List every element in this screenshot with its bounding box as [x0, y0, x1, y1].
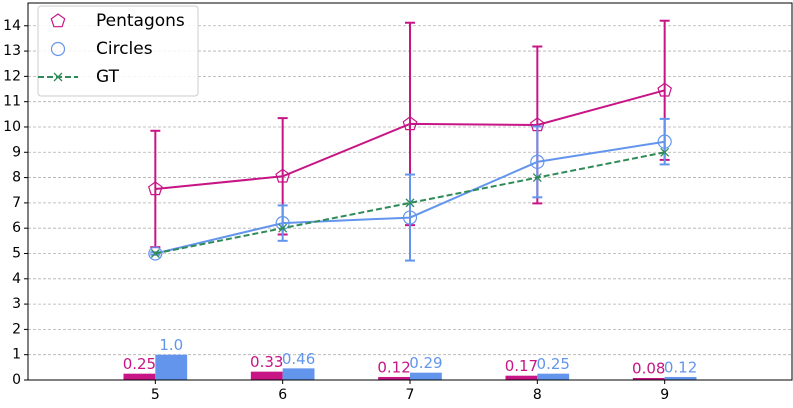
legend: Pentagons Circles GT: [37, 5, 199, 97]
bar-value-label: 0.29: [409, 354, 442, 372]
point: [150, 249, 160, 258]
bar-value-label: 0.12: [664, 358, 697, 376]
y-tick-label: 5: [12, 245, 21, 261]
y-tick-label: 14: [3, 18, 21, 34]
y-tick-label: 4: [12, 271, 21, 287]
legend-label: Pentagons: [96, 11, 185, 31]
bar-value-label: 0.08: [632, 359, 665, 377]
bar-value-label: 0.25: [537, 355, 570, 373]
bar-value-label: 0.46: [282, 350, 315, 368]
point: [405, 198, 415, 208]
legend-box: [37, 5, 199, 97]
plot-frame: [27, 2, 793, 381]
series-line: [155, 151, 665, 255]
point: [278, 223, 288, 233]
point: [657, 134, 672, 149]
bar-value-label: 0.25: [123, 355, 156, 373]
legend-marker: [53, 72, 63, 82]
point: [147, 181, 163, 196]
bar: [505, 375, 538, 380]
legend-label: Circles: [96, 39, 153, 59]
point: [402, 210, 418, 225]
bar: [378, 376, 410, 380]
bar-value-label: 0.33: [250, 353, 283, 371]
bar: [632, 377, 665, 380]
y-tick-label: 10: [3, 119, 21, 135]
x-tick-label: 9: [660, 387, 669, 403]
bar-value-label: 0.12: [377, 358, 410, 376]
bar: [537, 373, 570, 380]
y-tick-label: 2: [12, 321, 21, 337]
y-tick-label: 0: [12, 372, 21, 388]
bar: [410, 372, 442, 380]
legend-label: GT: [96, 67, 120, 87]
y-tick-label: 3: [12, 296, 21, 312]
y-tick-label: 1: [12, 347, 21, 363]
bar: [123, 373, 156, 380]
point: [530, 154, 545, 169]
bar: [282, 368, 315, 380]
bar-value-label: 0.17: [505, 357, 538, 375]
y-tick-label: 11: [3, 94, 21, 110]
y-tick-label: 7: [12, 195, 21, 211]
legend-marker: [50, 13, 66, 28]
y-tick-label: 12: [3, 68, 21, 84]
y-tick-label: 9: [12, 144, 21, 160]
point: [660, 147, 670, 157]
bar: [155, 354, 188, 380]
point: [148, 246, 163, 261]
point: [402, 116, 418, 131]
point: [275, 168, 291, 183]
x-tick-label: 7: [406, 387, 415, 403]
series-line: [155, 140, 665, 255]
x-tick-label: 8: [533, 387, 542, 403]
series-line: [155, 89, 665, 190]
legend-marker: [50, 41, 66, 57]
x-tick-label: 6: [278, 387, 287, 403]
bar: [664, 376, 697, 380]
bar: [250, 371, 283, 380]
y-tick-label: 6: [12, 220, 21, 236]
point: [532, 173, 542, 183]
y-tick-label: 8: [12, 170, 21, 186]
y-tick-label: 13: [3, 43, 21, 59]
point: [275, 216, 290, 231]
bar-value-label: 1.0: [159, 336, 183, 354]
point: [657, 82, 673, 97]
x-tick-label: 5: [151, 387, 160, 403]
